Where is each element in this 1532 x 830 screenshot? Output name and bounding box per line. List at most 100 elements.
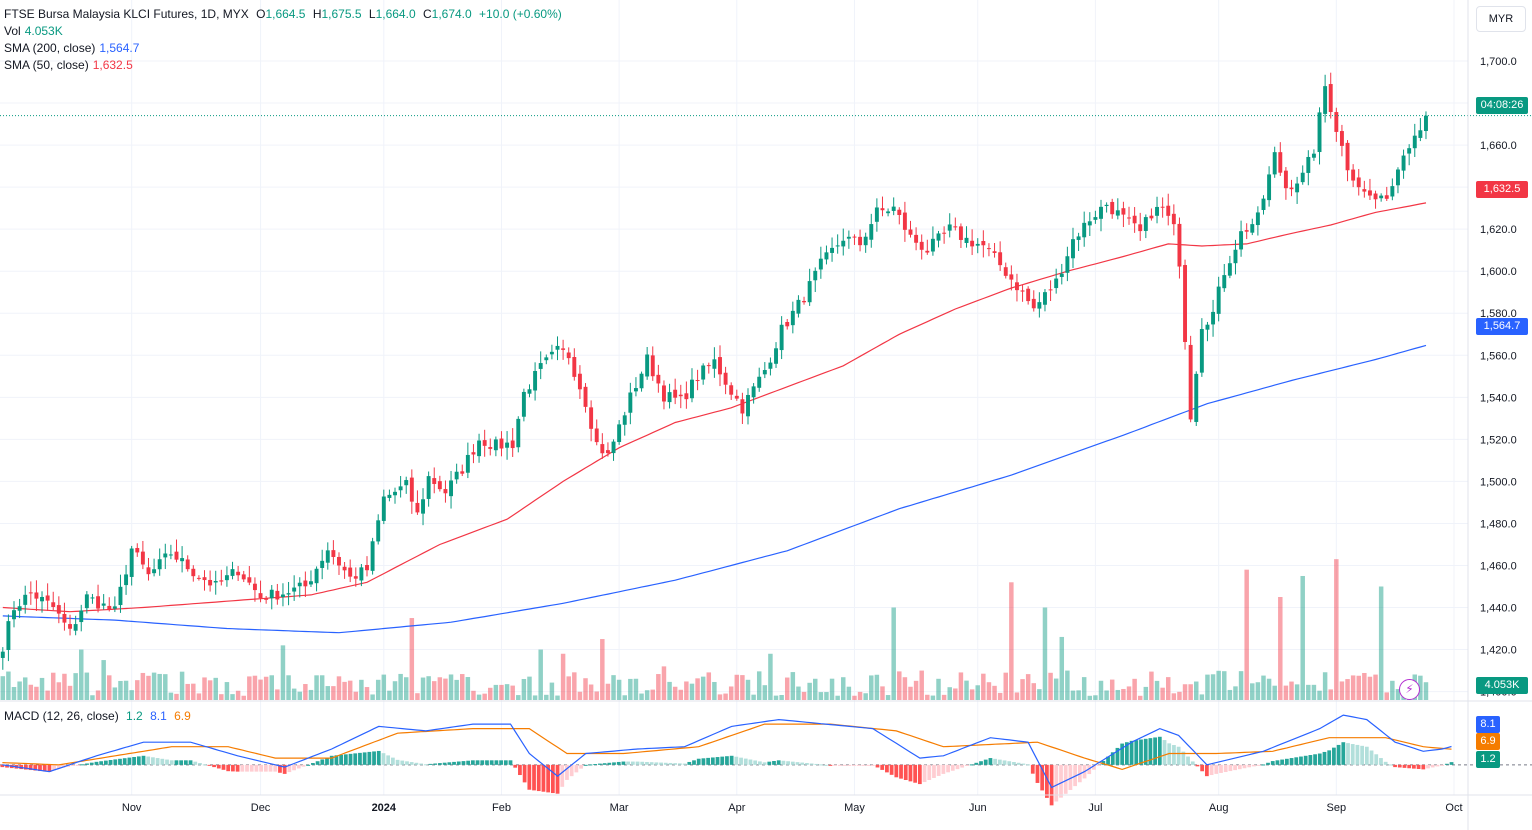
volume-bar — [1322, 672, 1328, 700]
candle-body — [1082, 222, 1087, 238]
candle-body — [1323, 86, 1328, 114]
macd-histogram-bar — [569, 764, 574, 777]
volume-bar — [342, 681, 347, 700]
candle-body — [96, 596, 101, 609]
candle-body — [1289, 187, 1294, 190]
sma50-legend[interactable]: SMA (50, close) 1,632.5 — [4, 57, 137, 74]
volume-bar — [1384, 692, 1389, 700]
macd-histogram-bar — [828, 764, 833, 766]
macd-histogram-bar — [997, 759, 1002, 765]
volume-bar — [185, 683, 190, 700]
candle-body — [678, 394, 683, 397]
candle-body — [73, 624, 78, 631]
macd-histogram-bar — [786, 761, 790, 765]
currency-selector[interactable]: MYR — [1476, 6, 1526, 32]
candle-body — [505, 442, 510, 448]
volume-bar — [336, 676, 342, 700]
macd-histogram-bar — [979, 761, 983, 765]
volume-bar — [420, 677, 426, 700]
macd-histogram-bar — [480, 760, 485, 765]
macd-histogram-bar — [635, 761, 640, 765]
macd-histogram-bar — [579, 764, 583, 769]
macd-histogram-bar — [1049, 764, 1054, 806]
macd-histogram-bar — [28, 764, 33, 771]
symbol-title[interactable]: FTSE Bursa Malaysia KLCI Futures, 1D, MY… — [4, 7, 249, 21]
candle-body — [824, 252, 829, 260]
candle-body — [1110, 201, 1115, 215]
candle-body — [1351, 169, 1356, 181]
macd-histogram-bar — [993, 758, 998, 765]
high-value: 1,675.5 — [321, 7, 362, 21]
sma200-label: SMA (200, close) — [4, 41, 96, 55]
close-value: 1,674.0 — [431, 7, 472, 21]
macd-histogram-bar — [108, 760, 113, 765]
volume-bar — [734, 674, 740, 700]
macd-histogram-bar — [339, 754, 344, 765]
volume-bar — [1334, 559, 1339, 700]
candle-body — [925, 250, 930, 253]
macd-histogram-bar — [1148, 738, 1153, 765]
volume-bar — [1025, 674, 1031, 700]
macd-histogram-bar — [814, 763, 819, 765]
volume-bar — [1289, 681, 1294, 700]
macd-histogram-bar — [99, 761, 104, 765]
ohlc-legend[interactable]: FTSE Bursa Malaysia KLCI Futures, 1D, MY… — [4, 6, 566, 23]
macd-histogram-bar — [1322, 751, 1327, 765]
candle-body — [1071, 239, 1075, 259]
macd-histogram-bar — [870, 764, 875, 766]
candle-body — [342, 566, 347, 571]
macd-line-value: 8.1 — [150, 709, 167, 723]
volume-bar — [269, 675, 274, 700]
volume-bar — [1311, 684, 1317, 700]
candle-body — [723, 372, 728, 385]
volume-bar — [841, 677, 846, 700]
macd-histogram-bar — [1374, 754, 1379, 765]
macd-histogram-bar — [1364, 746, 1369, 765]
lightning-icon[interactable]: ⚡ — [1399, 679, 1420, 700]
volume-bar — [364, 687, 370, 700]
x-tick-label: Oct — [1445, 802, 1462, 814]
volume-bar — [504, 684, 510, 700]
candlestick-series[interactable] — [0, 72, 1428, 670]
macd-histogram-bar — [833, 764, 838, 766]
macd-histogram-bar — [390, 757, 395, 765]
volume-bar — [723, 693, 728, 700]
sma-200-line — [2, 344, 1427, 634]
volume-bar — [454, 679, 459, 700]
macd-histogram-bar — [725, 756, 729, 765]
macd-histogram-bar — [226, 764, 231, 772]
volume-bar — [207, 680, 213, 700]
candle-body — [152, 569, 157, 574]
candle-body — [762, 370, 767, 375]
volume-bar — [403, 677, 409, 700]
sma-50-line — [2, 202, 1427, 613]
macd-histogram-bar — [1332, 747, 1336, 765]
macd-histogram-bar — [221, 764, 226, 770]
candle-body — [90, 597, 95, 599]
volume-bar — [583, 678, 588, 700]
macd-histogram-bar — [1303, 755, 1308, 765]
macd-legend[interactable]: MACD (12, 26, close) 1.2 8.1 6.9 — [4, 708, 195, 725]
macd-histogram-bar — [1002, 760, 1007, 765]
candle-body — [415, 502, 420, 513]
macd-histogram-bar — [23, 764, 28, 770]
volume-bar — [1294, 684, 1300, 700]
volume-bar — [874, 674, 880, 700]
sma200-legend[interactable]: SMA (200, close) 1,564.7 — [4, 40, 143, 57]
candle-body — [802, 300, 806, 303]
candle-body — [858, 236, 863, 246]
candle-body — [667, 392, 672, 403]
macd-histogram-bar — [659, 762, 663, 765]
volume-bar — [1233, 686, 1238, 700]
volume-bar — [39, 677, 45, 700]
candle-body — [1138, 224, 1143, 232]
candle-body — [51, 602, 56, 607]
volume-bar — [958, 672, 964, 700]
volume-legend[interactable]: Vol 4.053K — [4, 23, 67, 40]
candle-body — [1020, 290, 1025, 292]
volume-bar — [801, 691, 807, 700]
volume-bar — [941, 694, 947, 700]
x-tick-label: Sep — [1327, 802, 1347, 814]
candle-body — [112, 606, 117, 609]
